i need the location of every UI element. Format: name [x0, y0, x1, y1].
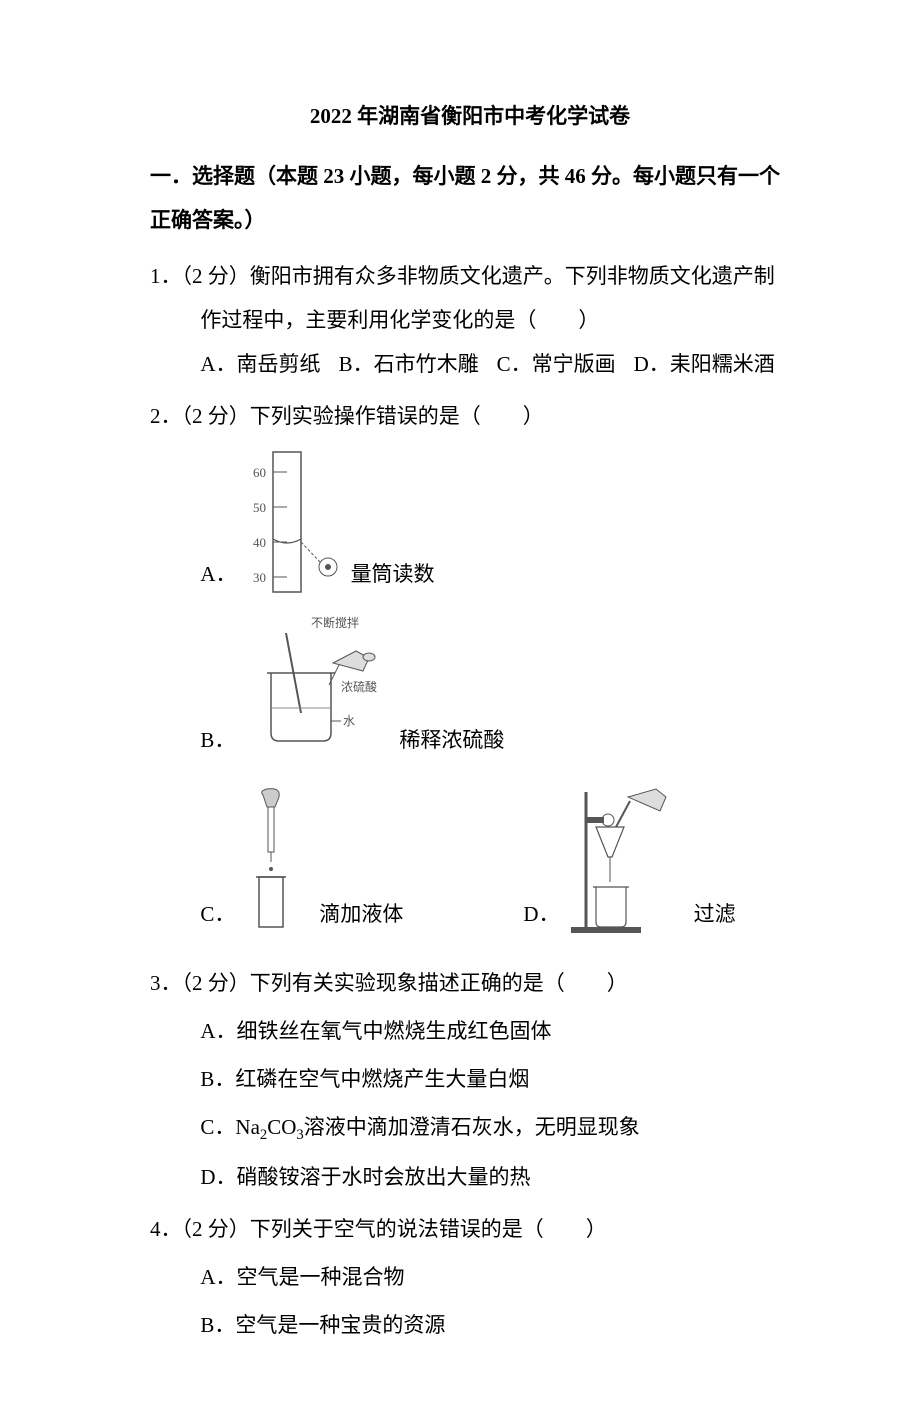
svg-text:水: 水	[343, 714, 355, 728]
dilute-acid-icon: 不断搅拌 浓硫酸 水	[241, 613, 391, 763]
section-header: 一．选择题（本题 23 小题，每小题 2 分，共 46 分。每小题只有一个正确答…	[150, 154, 790, 242]
question-1: 1．（2 分）衡阳市拥有众多非物质文化遗产。下列非物质文化遗产制作过程中，主要利…	[150, 254, 790, 386]
q2-c-caption: 滴加液体	[319, 892, 403, 936]
q3-option-d: D．硝酸铵溶于水时会放出大量的热	[150, 1155, 790, 1199]
q2-b-caption: 稀释浓硫酸	[399, 718, 504, 762]
q1-stem: 1．（2 分）衡阳市拥有众多非物质文化遗产。下列非物质文化遗产制作过程中，主要利…	[150, 254, 790, 342]
q4-stem: 4．（2 分）下列关于空气的说法错误的是（ ）	[150, 1207, 790, 1251]
q3-c-mid: CO	[267, 1115, 296, 1139]
q3-option-c: C．Na2CO3溶液中滴加澄清石灰水，无明显现象	[150, 1105, 790, 1151]
q3-stem: 3．（2 分）下列有关实验现象描述正确的是（ ）	[150, 961, 790, 1005]
q1-option-c: C．常宁版画	[497, 342, 616, 386]
svg-text:浓硫酸: 浓硫酸	[341, 679, 377, 694]
q3-option-b: B．红磷在空气中燃烧产生大量白烟	[150, 1057, 790, 1101]
q3-option-a: A．细铁丝在氧气中燃烧生成红色固体	[150, 1009, 790, 1053]
svg-text:50: 50	[253, 500, 266, 515]
q3-c-sub2: 3	[296, 1127, 303, 1143]
question-4: 4．（2 分）下列关于空气的说法错误的是（ ） A．空气是一种混合物 B．空气是…	[150, 1207, 790, 1347]
q3-c-post: 溶液中滴加澄清石灰水，无明显现象	[304, 1115, 640, 1139]
q1-option-a: A．南岳剪纸	[200, 342, 320, 386]
q1-options: A．南岳剪纸 B．石市竹木雕 C．常宁版画 D．耒阳糯米酒	[150, 342, 790, 386]
exam-page: 2022 年湖南省衡阳市中考化学试卷 一．选择题（本题 23 小题，每小题 2 …	[0, 0, 920, 1415]
page-title: 2022 年湖南省衡阳市中考化学试卷	[150, 100, 790, 130]
q2-b-letter: B．	[200, 718, 235, 762]
q2-d-caption: 过滤	[694, 892, 736, 936]
q2-a-caption: 量筒读数	[351, 552, 435, 596]
svg-text:不断搅拌: 不断搅拌	[311, 615, 359, 630]
dropper-icon	[241, 787, 311, 937]
svg-text:30: 30	[253, 570, 266, 585]
q2-option-d: D． 过滤	[523, 787, 735, 937]
question-3: 3．（2 分）下列有关实验现象描述正确的是（ ） A．细铁丝在氧气中燃烧生成红色…	[150, 961, 790, 1199]
svg-text:40: 40	[253, 535, 266, 550]
q2-stem: 2．（2 分）下列实验操作错误的是（ ）	[150, 394, 790, 438]
q1-option-b: B．石市竹木雕	[339, 342, 479, 386]
q2-options-row1: A． 60 50 40 30 量筒读数	[150, 447, 790, 779]
q2-a-letter: A．	[200, 552, 236, 596]
filter-icon	[566, 787, 686, 937]
q2-option-c: C． 滴加液体	[200, 787, 403, 937]
q2-options-row2: C． 滴加液体 D．	[150, 787, 790, 953]
q2-d-letter: D．	[523, 892, 559, 936]
svg-text:60: 60	[253, 465, 266, 480]
q2-c-letter: C．	[200, 892, 235, 936]
graduated-cylinder-icon: 60 50 40 30	[243, 447, 343, 597]
q4-option-b: B．空气是一种宝贵的资源	[150, 1303, 790, 1347]
question-2: 2．（2 分）下列实验操作错误的是（ ） A． 60 50 40 30	[150, 394, 790, 952]
q2-option-b: B． 不断搅拌 浓硫酸 水 稀释浓硫酸	[200, 613, 504, 763]
q3-c-pre: C．Na	[200, 1115, 260, 1139]
q1-option-d: D．耒阳糯米酒	[634, 342, 775, 386]
q4-option-a: A．空气是一种混合物	[150, 1255, 790, 1299]
q2-option-a: A． 60 50 40 30 量筒读数	[200, 447, 434, 597]
